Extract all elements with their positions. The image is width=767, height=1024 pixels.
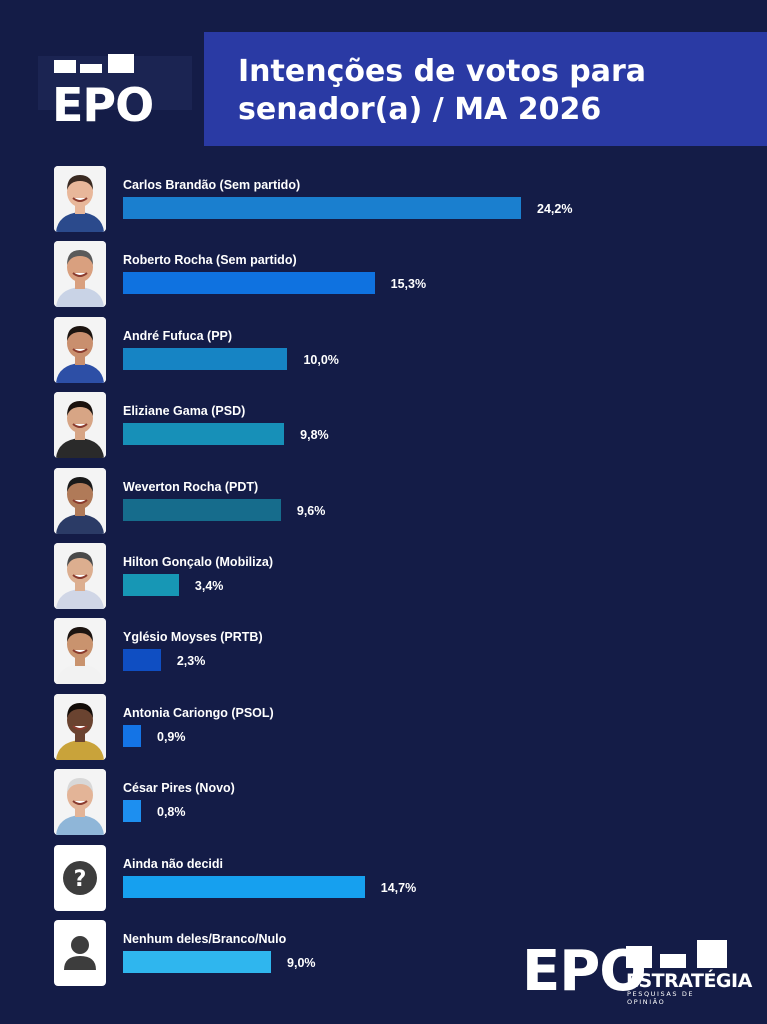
category-label: Roberto Rocha (Sem partido)	[123, 253, 297, 268]
bar	[123, 272, 375, 295]
bar	[123, 800, 141, 823]
chart-title-line1: Intenções de votos para	[238, 54, 647, 89]
svg-text:?: ?	[74, 867, 87, 892]
candidate-photo	[54, 241, 106, 308]
data-label: 14,7%	[380, 880, 417, 895]
logo-blocks-icon	[54, 54, 134, 73]
data-label: 3,4%	[194, 579, 224, 593]
logo-bottom-text: EPO	[522, 939, 647, 1004]
data-label: 15,3%	[390, 277, 427, 292]
bar	[123, 498, 281, 521]
logo-bottom-tagline: PESQUISAS DE OPINIÃO	[627, 990, 695, 1006]
logo-blocks-bottom-icon	[626, 940, 727, 968]
candidate-photo	[54, 166, 106, 232]
candidate-photo	[54, 543, 106, 609]
chart-row: Yglésio Moyses (PRTB) 2,3%	[0, 618, 767, 686]
bar	[123, 574, 179, 596]
chart-title-line2: senador(a) / MA 2026	[238, 92, 602, 127]
bar	[123, 197, 521, 219]
logo-text: EPO	[52, 78, 154, 132]
candidate-photo	[54, 769, 106, 836]
candidate-photo	[54, 467, 106, 534]
chart-row: ? Ainda não decidi 14,7%	[0, 844, 767, 913]
data-label: 2,3%	[176, 654, 206, 669]
category-label: Hilton Gonçalo (Mobiliza)	[123, 555, 273, 569]
category-label: Yglésio Moyses (PRTB)	[123, 630, 263, 645]
data-label: 0,9%	[157, 729, 186, 744]
epo-logo-top: EPO	[38, 54, 192, 128]
candidate-photo	[54, 392, 106, 459]
category-label: André Fufuca (PP)	[123, 328, 233, 343]
bar	[123, 875, 365, 898]
category-label: Antonia Cariongo (PSOL)	[123, 705, 274, 720]
bar	[123, 951, 272, 973]
category-label: Carlos Brandão (Sem partido)	[123, 178, 301, 192]
bar	[123, 724, 141, 747]
data-label: 9,0%	[287, 956, 316, 970]
data-label: 9,8%	[300, 428, 329, 443]
bar	[123, 649, 161, 672]
category-label: Eliziane Gama (PSD)	[123, 404, 246, 419]
chart-row: Eliziane Gama (PSD) 9,8%	[0, 392, 767, 460]
bar	[123, 423, 285, 446]
data-label: 10,0%	[303, 352, 339, 367]
chart-row: Hilton Gonçalo (Mobiliza) 3,4%	[0, 543, 767, 611]
category-label: Weverton Rocha (PDT)	[123, 479, 259, 494]
person-icon	[54, 920, 106, 986]
chart-row: Carlos Brandão (Sem partido) 24,2%	[0, 166, 767, 234]
data-label: 0,8%	[157, 805, 186, 820]
chart-row: Nenhum deles/Branco/Nulo 9,0%	[0, 920, 767, 988]
candidate-photo	[54, 618, 106, 685]
data-label: 24,2%	[537, 202, 573, 216]
candidate-photo	[54, 316, 106, 383]
candidate-photo	[54, 693, 106, 760]
epo-logo-bottom: EPO ESTRATÉGIA PESQUISAS DE OPINIÃO	[522, 938, 752, 1006]
chart-row: Roberto Rocha (Sem partido) 15,3%	[0, 241, 767, 309]
category-label: César Pires (Novo)	[123, 781, 235, 796]
question-icon: ?	[54, 844, 106, 911]
chart-row: Antonia Cariongo (PSOL) 0,9%	[0, 693, 767, 762]
title-box: Intenções de votos para senador(a) / MA …	[204, 32, 767, 146]
chart-row: André Fufuca (PP) 10,0%	[0, 316, 767, 385]
data-label: 9,6%	[296, 503, 326, 518]
category-label: Nenhum deles/Branco/Nulo	[123, 932, 287, 946]
bar	[123, 347, 288, 370]
chart-row: Weverton Rocha (PDT) 9,6%	[0, 467, 767, 536]
category-label: Ainda não decidi	[123, 856, 224, 871]
chart-row: César Pires (Novo) 0,8%	[0, 769, 767, 837]
logo-bottom-subtitle: ESTRATÉGIA	[626, 970, 752, 992]
